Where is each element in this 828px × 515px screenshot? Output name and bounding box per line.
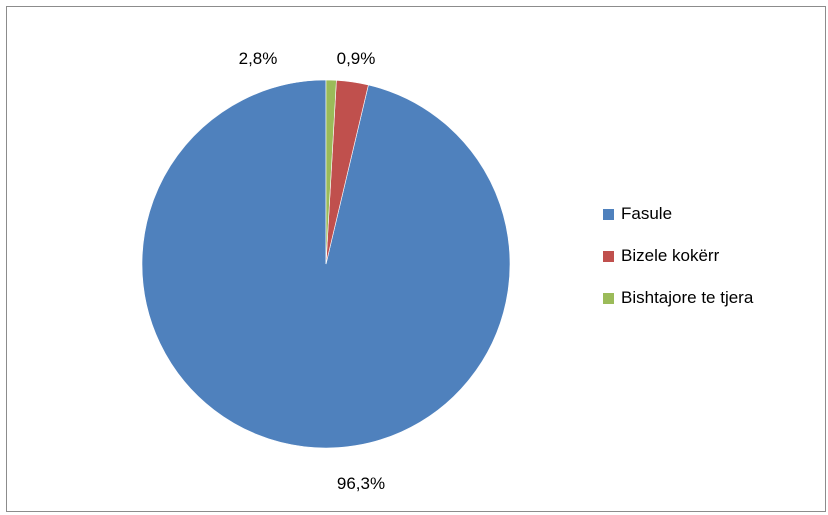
legend-label: Bishtajore te tjera	[621, 288, 754, 307]
legend-item-bizele-kokerr: Bizele kokërr	[603, 246, 753, 266]
data-label: 2,8%	[239, 49, 278, 68]
data-label: 0,9%	[337, 49, 376, 68]
legend: Fasule Bizele kokërr Bishtajore te tjera	[603, 204, 753, 330]
legend-item-bishtajore-te-tjera: Bishtajore te tjera	[603, 288, 753, 308]
legend-item-fasule: Fasule	[603, 204, 753, 224]
legend-swatch	[603, 250, 614, 262]
legend-swatch	[603, 292, 614, 304]
legend-label: Bizele kokërr	[621, 246, 720, 265]
pie-slice-bishtajore-te-tjera	[325, 79, 337, 265]
legend-label: Fasule	[621, 204, 673, 223]
legend-swatch	[603, 208, 614, 220]
data-label: 96,3%	[337, 474, 385, 493]
